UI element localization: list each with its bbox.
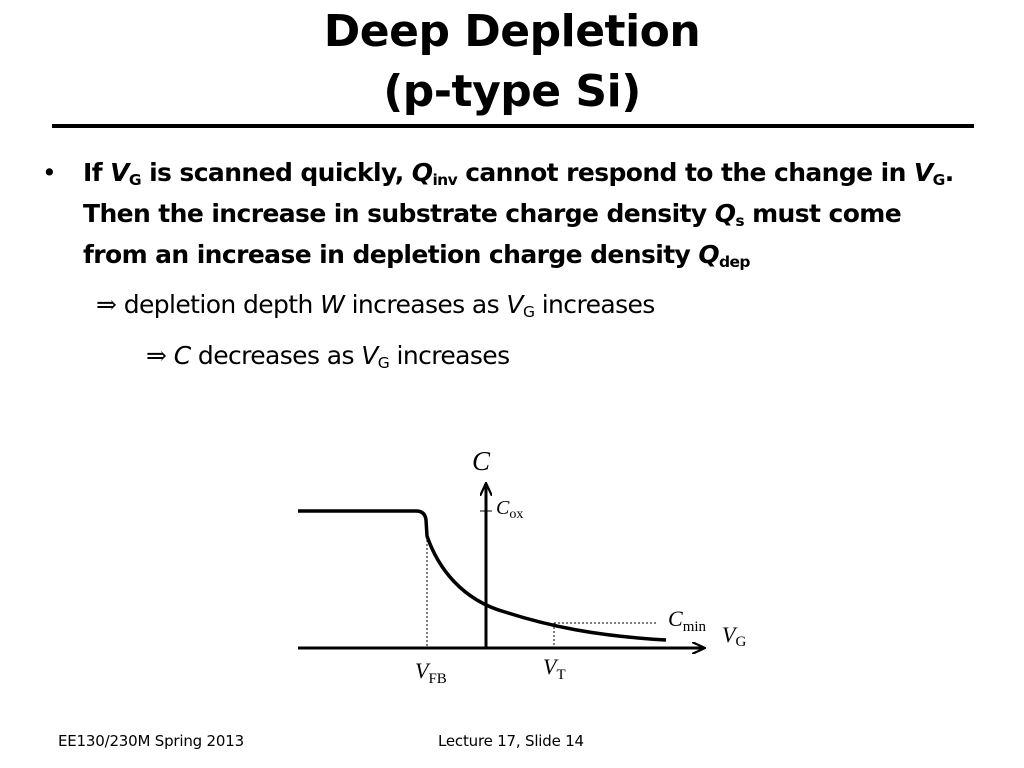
sub2-text-2: increases [389,341,511,370]
var-vg-3-sub: G [522,302,535,321]
sub-point-capacitance: ⇒ C decreases as VG increases [146,339,510,373]
var-qs-sub: s [735,211,744,230]
var-qinv-sub: inv [432,170,458,189]
title-underline [52,124,974,128]
sub-point-depletion-depth: ⇒ depletion depth W increases as VG incr… [96,288,655,322]
cox-label: Cox [496,497,523,522]
cmin-label: Cmin [668,606,707,635]
bullet-text-3: cannot respond to the change in [457,158,914,187]
x-axis-label: VG [722,622,746,650]
bullet-text-1: If [83,158,111,187]
title-line-1: Deep Depletion [323,6,701,57]
footer-course: EE130/230M Spring 2013 [58,732,244,750]
var-qs: Q [714,199,736,228]
var-vg-4: V [361,341,378,370]
bullet-marker: • [42,158,57,187]
title-line-2: (p-type Si) [383,66,641,117]
var-vg-1: V [110,158,129,187]
var-qdep: Q [698,240,720,269]
sub1-text-2: increases as [344,290,507,319]
var-vg-2-sub: G [932,170,946,189]
var-qinv: Q [411,158,433,187]
var-vg-1-sub: G [128,170,142,189]
bullet-text-2: is scanned quickly, [140,158,412,187]
slide-title: Deep Depletion (p-type Si) [0,2,1024,122]
cv-curve-diagram: C Cox Cmin VG VFB VT [298,446,746,687]
main-bullet: • If VG is scanned quickly, Qinv cannot … [42,152,972,275]
var-qdep-sub: dep [719,252,751,271]
vt-label: VT [543,654,566,683]
sub1-text-1: depletion depth [116,290,321,319]
vfb-label: VFB [415,658,447,687]
bullet-text-5: must come from an increase in depletion … [83,199,902,269]
var-c: C [173,341,191,370]
var-vg-4-sub: G [377,353,390,372]
var-vg-3: V [506,290,523,319]
bullet-text: If VG is scanned quickly, Qinv cannot re… [83,152,972,275]
sub2-text-1: decreases as [190,341,362,370]
implies-arrow-icon: ⇒ [96,290,117,319]
footer-slide-number: Lecture 17, Slide 14 [438,732,584,750]
sub1-text-3: increases [534,290,656,319]
implies-arrow-icon: ⇒ [146,341,167,370]
var-vg-2: V [913,158,933,187]
deep-depletion-curve [298,509,667,642]
y-axis-label: C [472,446,491,476]
bullet-text-4: . Then the increase in substrate charge … [83,158,954,228]
var-w: W [320,290,345,319]
